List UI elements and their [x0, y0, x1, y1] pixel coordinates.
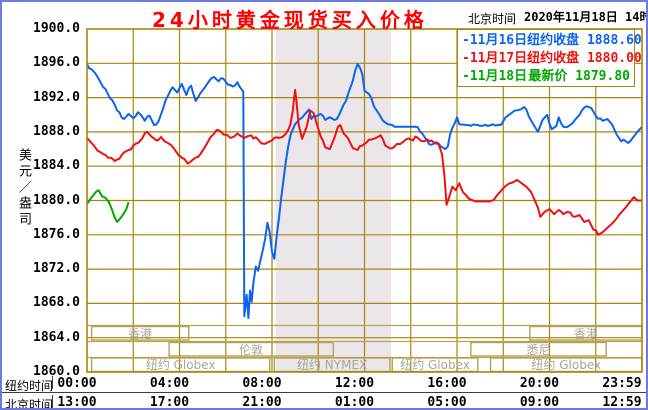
session-box: [470, 341, 607, 357]
beijing-time-tick: 01:00: [334, 395, 375, 410]
legend-item-0: -11月16日 纽约收盘 1888.60: [462, 32, 642, 49]
price-line-series-1: [86, 88, 642, 236]
ny-time-tick: 04:00: [149, 376, 190, 391]
legend-value: 纽约收盘 1888.60: [527, 32, 642, 48]
beijing-time-tick: 09:00: [519, 395, 560, 410]
current-datetime: 2020年11月18日 14时45分: [524, 10, 646, 24]
ny-time-tick: 12:00: [334, 376, 375, 391]
session-label: 纽约 Globex: [145, 358, 216, 372]
y-axis-tick: 1892.0: [33, 89, 80, 105]
y-axis-tick: 1864.0: [33, 329, 80, 345]
y-axis-tick: 1888.0: [33, 123, 80, 139]
price-line-series-0: [86, 63, 643, 319]
axis-separator-line: [2, 392, 646, 393]
session-label: 纽约 NYMEX: [296, 358, 368, 372]
legend-item-1: -11月17日 纽约收盘 1880.00: [462, 50, 642, 67]
beijing-time-caption: 北京时间: [468, 12, 517, 26]
legend-item-2: -11月18日 最新价 1879.80: [462, 68, 630, 85]
ny-time-tick: 08:00: [242, 376, 282, 391]
session-label: 香港: [573, 326, 598, 341]
y-axis-tick: 1880.0: [33, 192, 80, 208]
ny-time-row-label: 纽约时间: [5, 379, 54, 393]
legend-date: -11月17日: [462, 50, 528, 66]
ny-time-tick: 23:59: [602, 376, 642, 391]
legend-value: 最新价 1879.80: [528, 68, 630, 84]
axis-label-divider: [52, 395, 53, 408]
ny-time-tick: 20:00: [519, 376, 560, 391]
ny-time-tick: 00:00: [57, 376, 97, 391]
legend-value: 纽约收盘 1880.00: [527, 50, 642, 66]
session-label: 纽约 Globex: [400, 358, 470, 372]
price-line-series-2: [86, 189, 130, 223]
legend-date: -11月18日: [462, 68, 528, 84]
ny-time-tick: 16:00: [427, 376, 467, 391]
session-label: 纽约 Globex: [531, 358, 602, 372]
y-axis-tick: 1872.0: [33, 261, 80, 277]
y-axis-tick: 1884.0: [33, 158, 80, 174]
beijing-time-tick: 12:59: [602, 395, 642, 410]
y-axis-tick: 1876.0: [33, 226, 80, 242]
legend-date: -11月16日: [462, 32, 528, 48]
chart-title: 24小时黄金现货买入价格: [152, 8, 428, 32]
ny-time-axis-row: 纽约时间 00:00 04:00 08:00 12:00 16:00 20:00 23:59: [2, 376, 646, 393]
session-box: [90, 325, 190, 341]
axis-label-divider: [52, 376, 53, 389]
session-label: 伦敦: [239, 342, 264, 357]
beijing-time-tick: 17:00: [149, 395, 190, 410]
beijing-time-tick: 21:00: [242, 395, 282, 410]
beijing-time-tick: 13:00: [57, 395, 97, 410]
beijing-time-tick: 05:00: [427, 395, 467, 410]
y-axis-tick: 1900.0: [33, 21, 80, 36]
session-label: 悉尼: [526, 342, 551, 357]
beijing-time-axis-row: 北京时间 13:00 17:00 21:00 01:00 05:00 09:00 12:59: [2, 395, 646, 410]
beijing-time-row-label: 北京时间: [5, 398, 54, 410]
session-label: 香港: [128, 326, 153, 341]
session-box: [168, 341, 334, 357]
y-axis-unit-label: 美元／盎司: [16, 148, 31, 228]
y-axis-tick: 1896.0: [33, 55, 80, 71]
legend-box: -11月16日 纽约收盘 1888.60 -11月17日 纽约收盘 1880.00 -1…: [457, 29, 642, 87]
y-axis-tick: 1868.0: [33, 295, 80, 311]
y-axis-tick: 1860.0: [33, 364, 80, 379]
plot-border: [86, 28, 643, 373]
